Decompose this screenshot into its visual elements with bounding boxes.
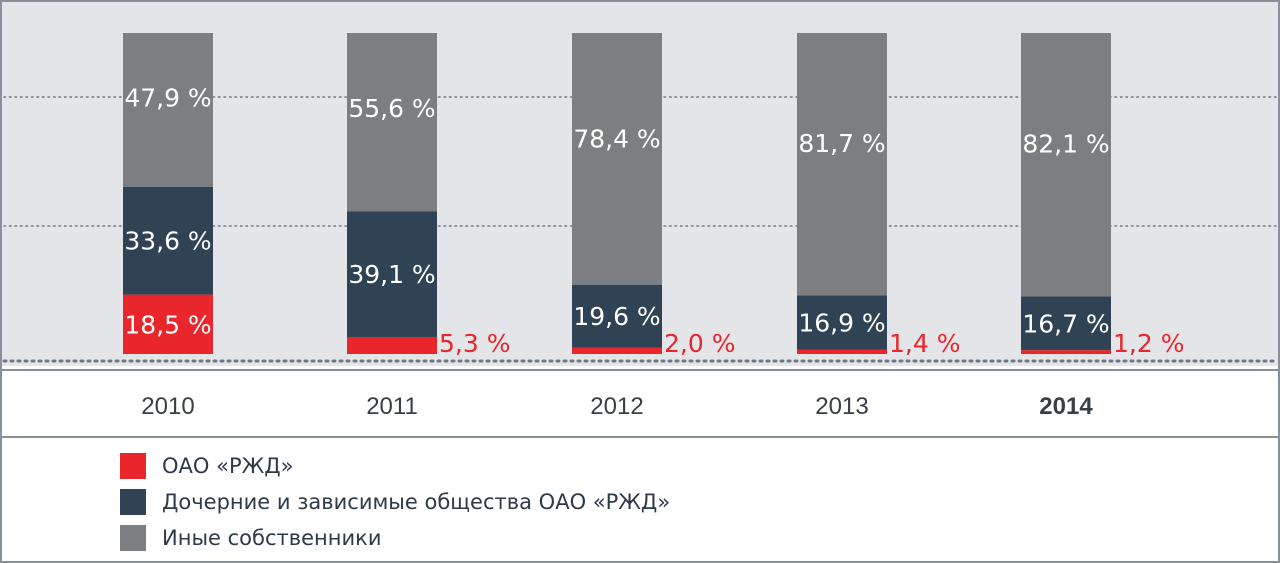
legend-swatch-subsidiaries: [120, 489, 146, 515]
bar-2012-series-2: [572, 284, 662, 348]
data-label-2014-series-1: 1,2 %: [1113, 329, 1184, 358]
data-label-2010-series-3: 47,9 %: [124, 84, 211, 113]
data-label-2012-series-1: 2,0 %: [664, 329, 735, 358]
legend-label-rzd: ОАО «РЖД»: [162, 454, 294, 478]
tick-label-2013: 2013: [815, 393, 868, 420]
data-label-2012-series-3: 78,4 %: [573, 125, 660, 154]
legend-label-subsidiaries: Дочерние и зависимые общества ОАО «РЖД»: [162, 490, 671, 514]
legend-label-other-owners: Иные собственники: [162, 526, 382, 550]
bar-2013-series-2: [797, 295, 887, 350]
legend-item-rzd: ОАО «РЖД»: [120, 448, 670, 484]
data-label-2013-series-3: 81,7 %: [798, 129, 885, 158]
tick-label-2012: 2012: [590, 393, 643, 420]
bar-2011-series-3: [347, 33, 437, 212]
bar-2014-series-2: [1021, 296, 1111, 351]
data-label-2010-series-2: 33,6 %: [124, 227, 211, 256]
bar-2013-series-1: [797, 349, 887, 354]
bar-2011-series-1: [347, 336, 437, 354]
data-label-2012-series-2: 19,6 %: [573, 302, 660, 331]
bar-2012-series-3: [572, 33, 662, 285]
bar-2013-series-3: [797, 33, 887, 296]
bar-2010-series-3: [123, 33, 213, 187]
data-label-2013-series-2: 16,9 %: [798, 308, 885, 337]
data-label-2011-series-2: 39,1 %: [348, 260, 435, 289]
tick-label-2011: 2011: [366, 393, 418, 420]
bar-2010-series-2: [123, 186, 213, 295]
data-label-2014-series-3: 82,1 %: [1022, 130, 1109, 159]
bar-2011-series-2: [347, 211, 437, 337]
data-label-2010-series-1: 18,5 %: [124, 310, 211, 339]
data-label-2011-series-1: 5,3 %: [439, 329, 510, 358]
legend: ОАО «РЖД» Дочерние и зависимые общества …: [120, 448, 670, 556]
bar-2014-series-1: [1021, 350, 1111, 354]
data-label-2011-series-3: 55,6 %: [348, 94, 435, 123]
data-label-2013-series-1: 1,4 %: [889, 329, 960, 358]
tick-label-2014: 2014: [1039, 393, 1093, 420]
legend-item-other-owners: Иные собственники: [120, 520, 670, 556]
bar-2012-series-1: [572, 347, 662, 354]
bar-2014-series-3: [1021, 33, 1111, 297]
legend-swatch-rzd: [120, 453, 146, 479]
data-label-2014-series-2: 16,7 %: [1022, 309, 1109, 338]
bar-2010-series-1: [123, 294, 213, 354]
legend-swatch-other-owners: [120, 525, 146, 551]
tick-label-2010: 2010: [141, 393, 194, 420]
legend-item-subsidiaries: Дочерние и зависимые общества ОАО «РЖД»: [120, 484, 670, 520]
